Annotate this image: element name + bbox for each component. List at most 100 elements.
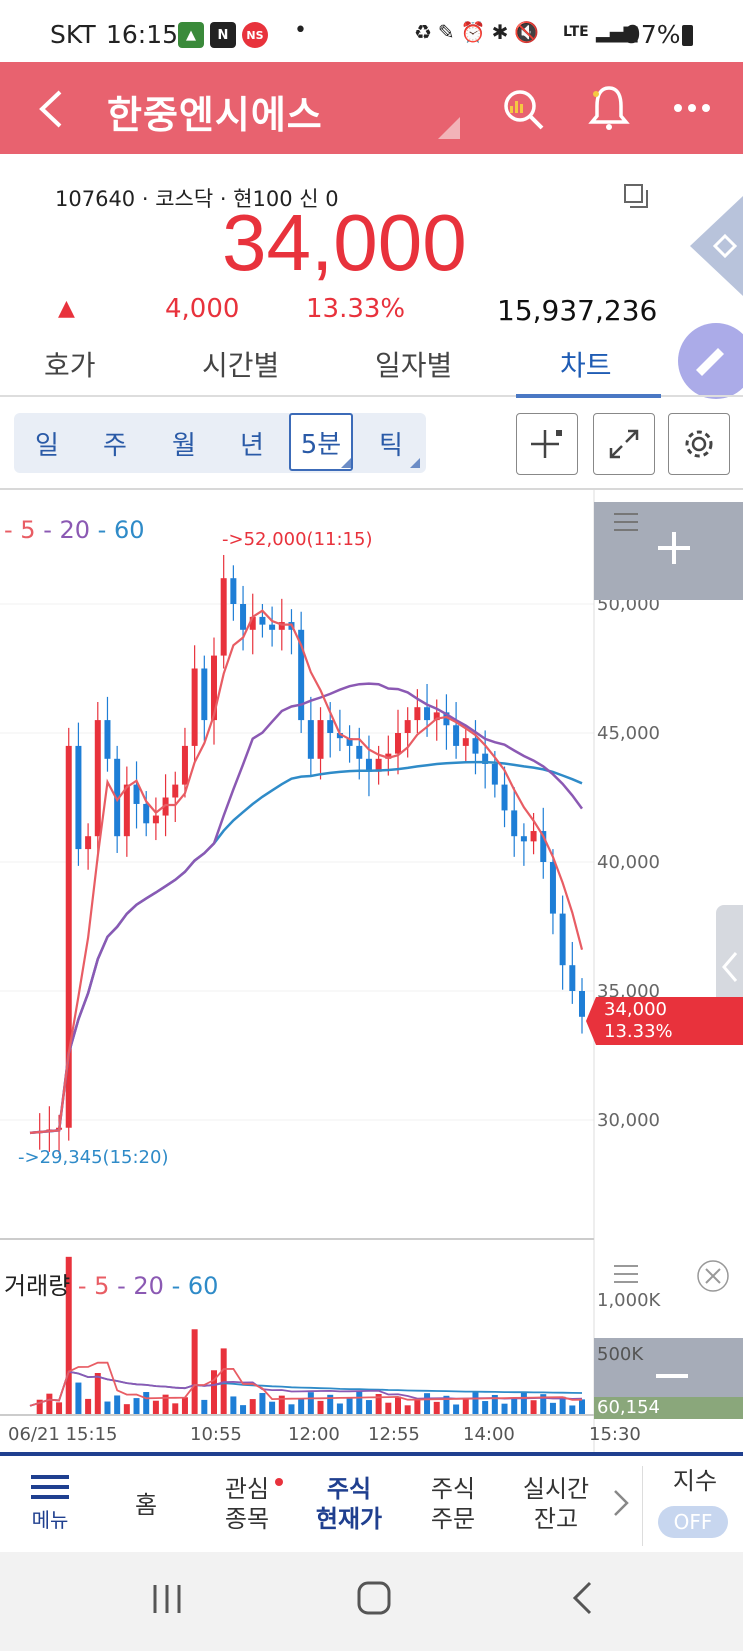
volume-bar [385,1402,392,1414]
candle-body [269,624,276,630]
volume-bar [501,1403,508,1414]
nav-watchlist[interactable]: 관심 종목 [224,1475,270,1533]
period-day[interactable]: 일 [35,430,59,461]
nav-realtime-balance[interactable]: 실시간 잔고 [522,1475,590,1533]
nav-stock-price[interactable]: 주식 현재가 [315,1475,383,1533]
volume-bar [259,1393,266,1414]
volume-bar [482,1401,489,1414]
candle-body [404,720,411,733]
volume-bar [104,1401,111,1414]
volume-bar [152,1400,159,1414]
system-navigation [0,1552,743,1651]
candle-body [143,803,150,824]
volume-bar [433,1401,440,1414]
index-toggle[interactable]: OFF [658,1506,728,1538]
volume-bar [172,1403,179,1414]
crosshair-icon [531,430,562,458]
volume-bar [114,1395,121,1414]
tab-divider [0,395,743,397]
candle-body [317,720,324,759]
volume-bar [65,1256,72,1414]
volume-bar [356,1391,363,1414]
volume-bar [462,1398,469,1414]
floating-edit-icon[interactable] [676,322,743,400]
candle-body [249,616,256,630]
volume-bar [327,1394,334,1414]
chevron-right-icon[interactable] [612,1488,630,1518]
trade-volume: 15,937,236 [497,294,658,327]
clock: 16:15 [106,20,179,49]
volume-bar [249,1399,256,1414]
nav-menu[interactable]: 메뉴 [22,1472,78,1531]
nav-home[interactable]: 홈 [134,1491,158,1519]
volume-bar [191,1329,198,1414]
x-axis-line [0,1414,594,1416]
volume-bar [133,1398,140,1414]
candle-body [356,745,363,759]
fullscreen-button[interactable] [593,413,655,475]
candle-body [104,720,111,759]
candle-body [559,913,566,966]
copy-icon[interactable] [624,184,648,208]
floating-diamond-icon[interactable] [690,196,743,296]
x-tick-label: 10:55 [190,1424,242,1445]
nav-index[interactable]: 지수 [672,1467,718,1495]
volume-bar [230,1396,237,1414]
settings-button[interactable] [668,413,730,475]
tab-daily[interactable]: 일자별 [375,349,453,382]
candle-body [385,753,392,759]
candle-body [336,733,343,739]
tab-chart[interactable]: 차트 [560,349,612,382]
volume-bar [46,1393,53,1414]
low-annotation: ->29,345(15:20) [18,1147,169,1168]
volume-bar [317,1400,324,1414]
period-month[interactable]: 월 [172,430,196,461]
add-indicator-panel[interactable] [594,502,743,600]
bell-icon[interactable] [588,84,630,132]
volume-bar [414,1399,421,1414]
period-year[interactable]: 년 [240,430,264,461]
candle-body [75,745,82,850]
nav-stock-order[interactable]: 주식 주문 [430,1475,476,1533]
candle-body [549,862,556,914]
candle-body [65,745,72,1128]
carrier: SKT [50,20,96,49]
current-price: 34,000 [222,198,467,287]
app-header: 한중엔시에스 [0,62,743,154]
candle-body [123,784,130,837]
volume-bar [520,1391,527,1414]
menu-icon [31,1475,69,1499]
period-tick[interactable]: 틱 [379,430,403,461]
crosshair-button[interactable] [516,413,578,475]
tab-hourly[interactable]: 시간별 [202,349,280,382]
period-5min[interactable]: 5분 [289,413,353,471]
candle-body [472,738,479,754]
back-arrow-icon[interactable] [36,88,66,130]
y-tick-label: 30,000 [597,1110,660,1131]
candle-body [85,836,92,850]
volume-bar [162,1394,169,1414]
search-icon[interactable] [500,86,548,134]
gear-icon [685,430,713,458]
bottom-navigation: 메뉴 홈 관심 종목 주식 현재가 주식 주문 실시간 잔고 지수 OFF [0,1452,743,1556]
candle-body [181,745,188,785]
more-icon[interactable] [672,102,712,114]
ma60-line [29,760,583,1135]
tab-orderbook[interactable]: 호가 [44,349,96,382]
hamburger-icon[interactable] [612,1262,640,1286]
stock-name[interactable]: 한중엔시에스 [107,93,323,137]
candle-body [162,797,169,816]
candle-body [211,655,217,721]
back-icon[interactable] [570,1580,594,1616]
notification-dot [275,1478,283,1486]
period-week[interactable]: 주 [103,430,127,461]
volume-bar [336,1403,343,1414]
candle-body [395,733,401,754]
candle-body [462,738,469,746]
status-bar: SKT 16:15 ▲ N NS • ♻✎⏰✱🔇 LTE ▂▄▆ 97% [0,0,743,62]
ma5-legend: - 5 [4,516,36,544]
recent-apps-icon[interactable] [150,1582,184,1616]
price-chart[interactable] [0,490,743,1452]
close-icon[interactable] [696,1259,730,1293]
home-icon[interactable] [356,1580,392,1616]
